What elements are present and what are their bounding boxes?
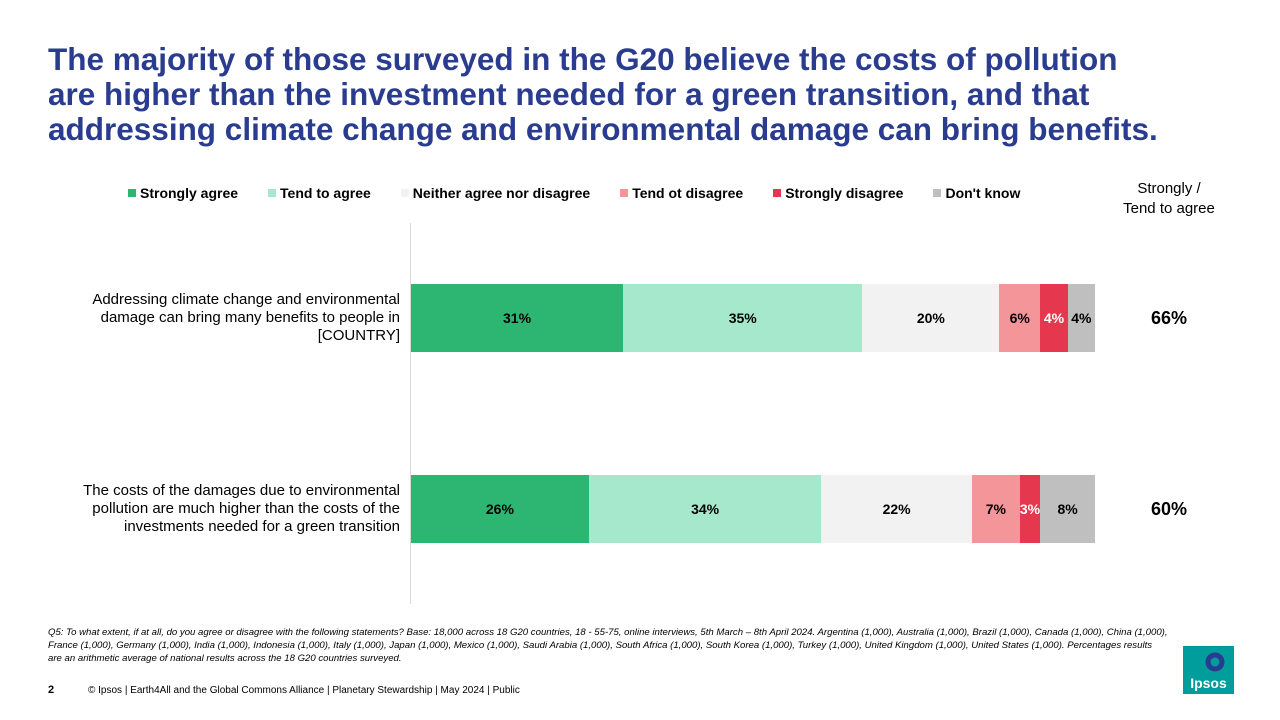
slide-title: The majority of those surveyed in the G2… — [48, 42, 1273, 147]
chart-legend: Strongly agree Tend to agree Neither agree… — [128, 185, 1020, 201]
category-axis-line — [410, 223, 411, 604]
category-label-line: pollution are much higher than the costs… — [92, 500, 400, 517]
bar-segment: 4% — [1067, 284, 1095, 352]
legend-swatch — [128, 189, 136, 197]
bar-segment: 31% — [411, 284, 624, 352]
legend-item: Don't know — [933, 185, 1020, 201]
category-label: Addressing climate change and environmen… — [40, 291, 400, 345]
logo-text: Ipsos — [1190, 675, 1227, 691]
title-line: The majority of those surveyed in the G2… — [48, 41, 1118, 77]
legend-item: Tend ot disagree — [620, 185, 743, 201]
title-line: addressing climate change and environmen… — [48, 111, 1158, 147]
category-label-line: investments needed for a green transitio… — [124, 518, 400, 535]
logo-mark-inner — [1210, 657, 1220, 667]
bar-segment: 8% — [1040, 475, 1095, 543]
legend-label: Strongly agree — [140, 185, 239, 201]
legend-label: Don't know — [945, 185, 1021, 201]
data-label: 4% — [1071, 310, 1092, 326]
bar-segment: 6% — [999, 284, 1041, 352]
net-agree-header-line: Tend to agree — [1123, 200, 1215, 217]
legend-item: Strongly disagree — [773, 185, 903, 201]
data-label: 7% — [985, 501, 1006, 517]
category-label-line: [COUNTRY] — [317, 327, 400, 344]
bar-segment: 35% — [623, 284, 863, 352]
data-label: 6% — [1009, 310, 1030, 326]
legend-item: Tend to agree — [268, 185, 371, 201]
bar-segment: 4% — [1040, 284, 1068, 352]
footer-text: © Ipsos | Earth4All and the Global Commo… — [88, 685, 520, 696]
net-agree-value: 60% — [1150, 499, 1188, 519]
data-label: 3% — [1019, 501, 1041, 517]
net-agree-header: Strongly / Tend to agree — [1108, 179, 1230, 219]
legend-label: Neither agree nor disagree — [412, 185, 591, 201]
category-label-line: damage can bring many benefits to people… — [100, 309, 400, 326]
bar-segment: 7% — [971, 475, 1020, 543]
footnote: Q5: To what extent, if at all, do you ag… — [48, 627, 1168, 664]
ipsos-logo: Ipsos — [1183, 646, 1234, 694]
legend-swatch — [773, 189, 782, 197]
data-label: 22% — [882, 501, 911, 517]
legend-item: Neither agree nor disagree — [400, 185, 591, 201]
net-agree-header-line: Strongly / — [1137, 180, 1201, 197]
bar-segment: 26% — [411, 475, 589, 543]
legend-swatch — [268, 189, 277, 197]
legend-swatch — [933, 189, 942, 197]
legend-label: Tend to agree — [280, 185, 371, 201]
data-label: 8% — [1057, 501, 1078, 517]
data-label: 20% — [916, 310, 945, 326]
data-label: 26% — [485, 501, 514, 517]
data-label: 35% — [728, 310, 757, 326]
title-line: are higher than the investment needed fo… — [48, 76, 1090, 112]
category-label-line: The costs of the damages due to environm… — [83, 482, 400, 499]
legend-label: Strongly disagree — [785, 185, 904, 201]
bar-segment: 20% — [862, 284, 1000, 352]
net-agree-value: 66% — [1150, 308, 1188, 328]
data-label: 31% — [503, 310, 532, 326]
legend-label: Tend ot disagree — [632, 185, 744, 201]
legend-swatch — [620, 189, 629, 197]
data-label: 34% — [691, 501, 720, 517]
bar-segment: 22% — [821, 475, 972, 543]
category-label: The costs of the damages due to environm… — [40, 482, 400, 536]
bar-segment: 3% — [1019, 475, 1041, 543]
logo-background — [1183, 646, 1234, 694]
data-label: 4% — [1043, 310, 1065, 326]
bar-segment: 34% — [588, 475, 822, 543]
page-number: 2 — [48, 684, 55, 696]
legend-item: Strongly agree — [128, 185, 238, 201]
legend-swatch — [400, 189, 409, 197]
category-label-line: Addressing climate change and environmen… — [92, 291, 400, 308]
